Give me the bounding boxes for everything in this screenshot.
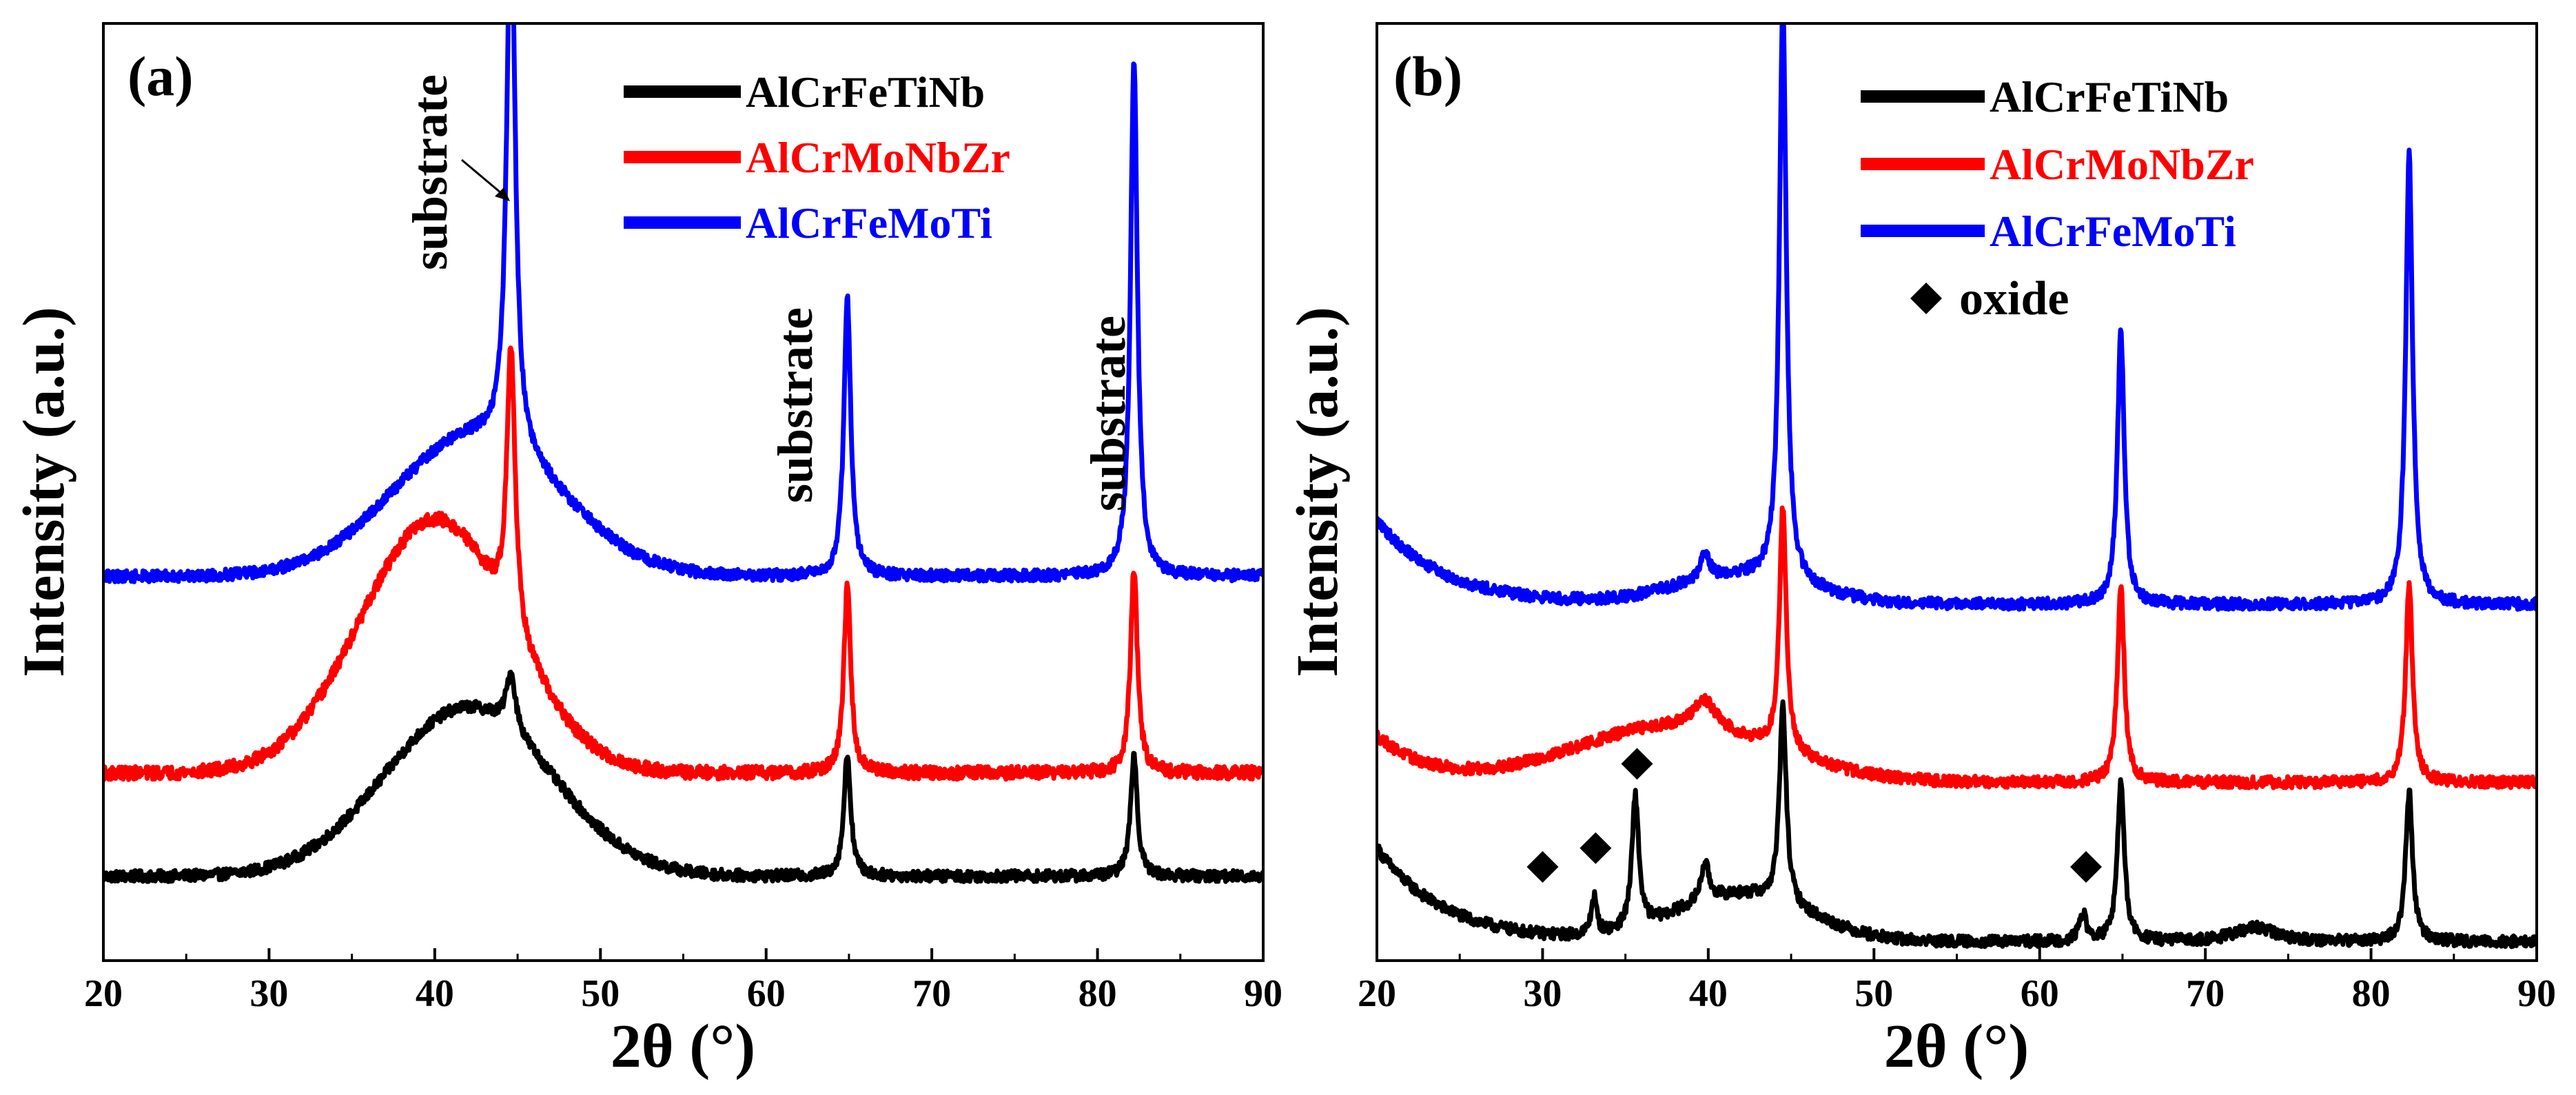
panel-b-curves [1377,23,2537,950]
oxide-marker-diamond-icon [1621,748,1653,780]
panel-a-x-tick-label: 30 [249,972,288,1015]
panel-a-legend-label-AlCrFeTiNb: AlCrFeTiNb [746,68,985,116]
oxide-marker-diamond-icon [1580,832,1612,864]
panel-b-legend-label-AlCrFeMoTi: AlCrFeMoTi [1990,207,2236,256]
panel-b-x-axis-label: 2θ (°) [1884,1012,2029,1081]
panel-b-legend: AlCrFeTiNb AlCrMoNbZr AlCrFeMoTi oxide [1861,72,2254,325]
panel-a-y-axis-label: Intensity (a.u.) [10,307,76,677]
panel-b-y-axis-label: Intensity (a.u.) [1284,307,1350,677]
panel-a-x-axis-label: 2θ (°) [611,1012,755,1081]
panel-b-series-AlCrFeMoTi [1377,23,2537,612]
panel-b-legend-label-AlCrMoNbZr: AlCrMoNbZr [1990,140,2254,189]
panel-a-label: (a) [127,45,194,108]
panel-a-legend-label-AlCrFeMoTi: AlCrFeMoTi [746,198,992,247]
panel-a-frame [102,22,1265,962]
panel-a-annotation-substrate-44: substrate [402,74,458,270]
panel-a-legend-label-AlCrMoNbZr: AlCrMoNbZr [746,133,1010,182]
panel-a-series-AlCrMoNbZr [103,345,1263,782]
panel-a-series-AlCrFeMoTi [103,23,1263,584]
panel-b-legend-oxide-diamond-icon [1910,283,1942,314]
panel-b-x-ticks: 20 30 40 50 60 70 80 90 [1358,948,2556,1015]
panel-b-x-tick-label: 50 [1854,972,1893,1015]
panel-a-x-tick-label: 80 [1079,972,1117,1015]
panel-b-label: (b) [1393,45,1462,108]
panel-b-x-tick-label: 20 [1358,972,1396,1015]
panel-b-oxide-markers [1526,748,2103,883]
panel-a-x-tick-label: 60 [747,972,786,1015]
panel-a-annotation-arrow [461,158,506,198]
panel-b-x-tick-label: 30 [1523,972,1562,1015]
panel-a-x-tick-label: 50 [581,972,620,1015]
panel-b-legend-label-oxide: oxide [1959,272,2069,325]
panel-a-x-tick-label: 20 [84,972,123,1015]
panel-a-annotation-substrate-82: substrate [1081,316,1136,511]
panel-b-frame [1376,22,2538,962]
panel-b-legend-label-AlCrFeTiNb: AlCrFeTiNb [1990,72,2229,121]
panel-b-series-AlCrFeTiNb [1377,699,2537,950]
panel-b-x-tick-label: 40 [1689,972,1728,1015]
panel-a-annotation-substrate-65: substrate [768,307,823,503]
panel-a-curves [103,23,1263,884]
panel-a-series-AlCrFeTiNb [103,669,1263,884]
panel-a-legend: AlCrFeTiNb AlCrMoNbZr AlCrFeMoTi [624,68,1010,247]
panel-b-x-tick-label: 90 [2517,972,2556,1015]
panel-a-x-ticks: 20 30 40 50 60 70 80 90 [84,948,1282,1015]
panel-b: 20 30 40 50 60 70 80 90 (b) 2θ (°) Intensity (a… [1284,22,2556,1081]
panel-b-x-tick-label: 70 [2186,972,2225,1015]
panel-a-annotation-arrowhead [495,187,510,201]
oxide-marker-diamond-icon [1526,851,1559,883]
oxide-marker-diamond-icon [2070,851,2103,883]
panel-b-x-tick-label: 80 [2352,972,2391,1015]
panel-a-x-tick-label: 90 [1244,972,1282,1015]
panel-a-x-tick-label: 70 [912,972,951,1015]
panel-a: 20 30 40 50 60 70 80 90 (a) 2θ (°) Intensity (a… [10,22,1282,1081]
panel-a-x-tick-label: 40 [416,972,454,1015]
panel-b-series-AlCrMoNbZr [1377,505,2537,790]
panel-b-x-tick-label: 60 [2021,972,2059,1015]
